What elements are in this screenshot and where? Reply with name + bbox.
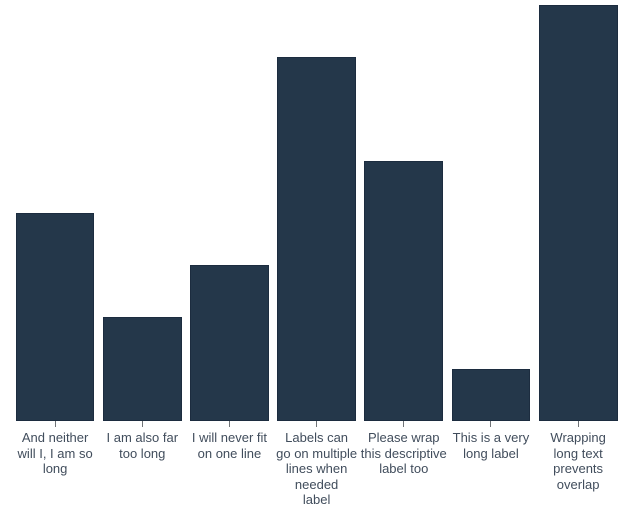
x-tick-label-line: needed — [294, 476, 339, 492]
bar — [451, 368, 531, 421]
x-axis-tick — [54, 420, 56, 427]
x-tick-label-line: This is a very — [452, 430, 530, 445]
x-axis-tick — [490, 420, 492, 427]
bar — [364, 160, 444, 421]
x-tick-label-line: go on multiple — [276, 445, 358, 461]
x-tick-label-line: will I, I am so — [17, 445, 93, 461]
x-tick-label: Wrapping long text prevents overlap — [503, 430, 640, 492]
bar — [538, 4, 618, 421]
x-axis-tick — [141, 420, 143, 427]
x-tick-label-line: prevents — [553, 461, 604, 476]
x-tick-label-line: I am also far — [106, 430, 179, 445]
x-tick-label-line: And neither — [21, 430, 89, 445]
bar — [190, 264, 269, 421]
x-tick-label-line: on one line — [197, 445, 262, 461]
x-tick-label-line: long label — [463, 445, 519, 461]
x-axis-tick — [316, 420, 318, 427]
x-tick-label-line: Please wrap — [367, 430, 440, 445]
x-tick-label-line: I will never fit — [191, 430, 267, 445]
x-tick-label-line: lines when — [285, 461, 348, 476]
x-tick-label-line: this descriptive — [360, 445, 447, 461]
x-tick-label-line: too long — [119, 445, 166, 461]
x-tick-label: I am also far too long — [67, 430, 217, 461]
x-axis-tick — [403, 420, 405, 427]
x-tick-label-line: long — [42, 461, 68, 476]
x-tick-label-line: label — [302, 492, 331, 507]
x-axis-tick — [228, 420, 230, 427]
x-tick-label-line: Wrapping — [550, 430, 606, 445]
bar — [102, 316, 182, 421]
x-tick-label: This is a very long label — [416, 430, 566, 461]
x-tick-label-line: label too — [379, 461, 429, 476]
bar — [277, 56, 356, 421]
bar — [15, 212, 95, 421]
x-tick-label: Please wrap this descriptive label too — [329, 430, 479, 477]
x-tick-label: And neither will I, I am so long — [0, 430, 130, 477]
x-tick-label-line: long text — [553, 445, 603, 461]
x-axis-tick — [577, 420, 579, 427]
x-tick-label-line: overlap — [556, 476, 600, 492]
x-tick-label: Labels can go on multiple lines when needed… — [242, 430, 392, 508]
x-tick-label-line: Labels can — [285, 430, 349, 445]
x-tick-label: I will never fit on one line — [154, 430, 304, 461]
